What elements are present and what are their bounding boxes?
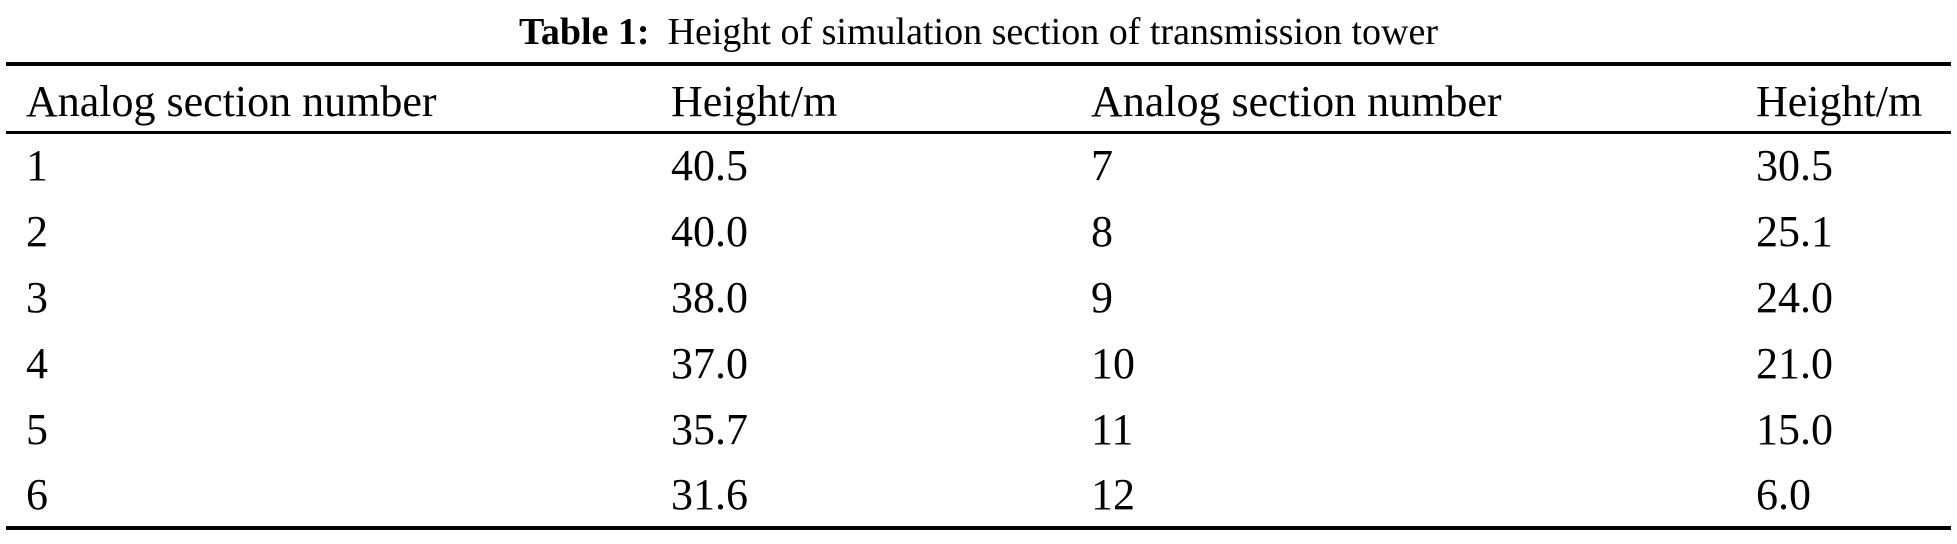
table-row: 2 40.0 8 25.1	[6, 198, 1951, 264]
table-cell-height: 40.0	[671, 206, 748, 256]
column-header-height-1: Height/m	[671, 76, 838, 126]
table-cell-section: 6	[26, 469, 48, 519]
column-header-analog-section-1: Analog section number	[26, 76, 437, 126]
column-header-height-2: Height/m	[1756, 76, 1923, 126]
table-cell-height: 6.0	[1756, 469, 1811, 519]
table-cell-section: 7	[1091, 141, 1113, 191]
table-caption: Table 1: Height of simulation section of …	[0, 0, 1957, 62]
table-cell-section: 8	[1091, 206, 1113, 256]
table-cell-height: 25.1	[1756, 206, 1833, 256]
table-cell-section: 1	[26, 141, 48, 191]
table-cell-height: 38.0	[671, 272, 748, 322]
table-cell-section: 11	[1091, 404, 1134, 454]
table-cell-section: 5	[26, 404, 48, 454]
table-row: 5 35.7 11 15.0	[6, 396, 1951, 462]
table-cell-height: 37.0	[671, 338, 748, 388]
header-row: Analog section number Height/m Analog se…	[6, 64, 1951, 132]
table-cell-height: 35.7	[671, 404, 748, 454]
table-cell-section: 4	[26, 338, 48, 388]
table-cell-section: 2	[26, 206, 48, 256]
table-row: 6 31.6 12 6.0	[6, 462, 1951, 528]
table-cell-height: 15.0	[1756, 404, 1833, 454]
table-row: 4 37.0 10 21.0	[6, 330, 1951, 396]
table-row: 3 38.0 9 24.0	[6, 264, 1951, 330]
transmission-tower-table: Analog section number Height/m Analog se…	[6, 62, 1951, 530]
table-cell-height: 40.5	[671, 141, 748, 191]
table-cell-section: 3	[26, 272, 48, 322]
table-cell-section: 10	[1091, 338, 1135, 388]
caption-text: Height of simulation section of transmis…	[667, 11, 1439, 53]
column-header-analog-section-2: Analog section number	[1091, 76, 1502, 126]
table-row: 1 40.5 7 30.5	[6, 132, 1951, 198]
table-cell-height: 24.0	[1756, 272, 1833, 322]
table-cell-height: 30.5	[1756, 141, 1833, 191]
table-cell-height: 31.6	[671, 469, 748, 519]
table-cell-section: 12	[1091, 469, 1135, 519]
table-cell-height: 21.0	[1756, 338, 1833, 388]
table-cell-section: 9	[1091, 272, 1113, 322]
caption-label: Table 1:	[518, 11, 650, 53]
